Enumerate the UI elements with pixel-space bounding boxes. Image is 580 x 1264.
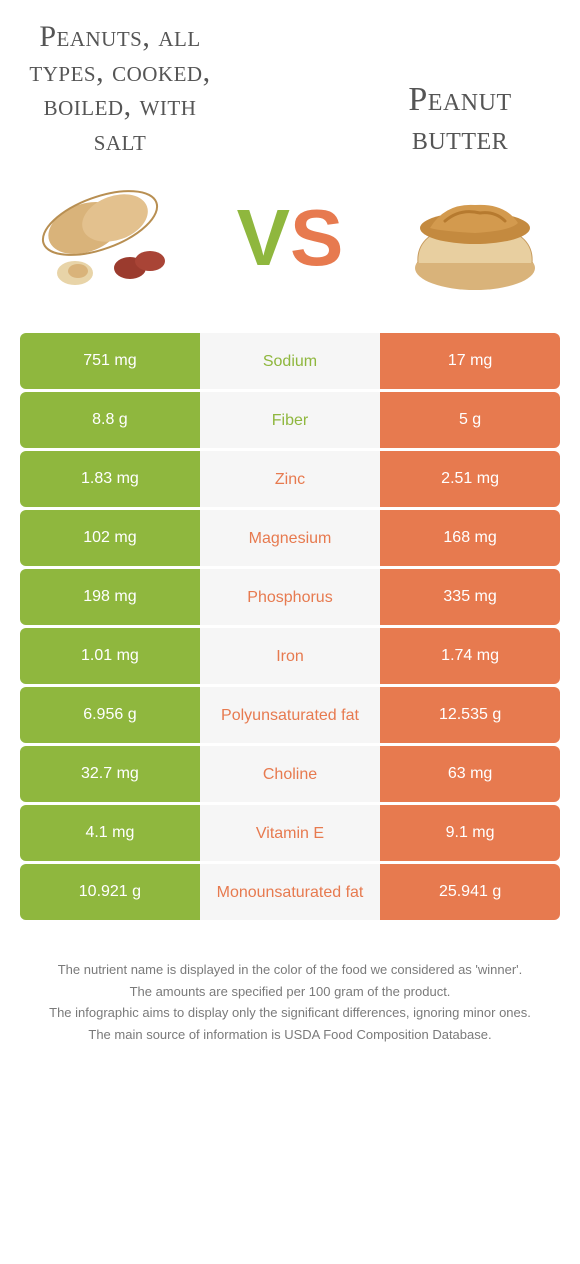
value-right: 12.535 g — [380, 687, 560, 743]
table-row: 102 mgMagnesium168 mg — [20, 510, 560, 566]
footer-notes: The nutrient name is displayed in the co… — [20, 960, 560, 1076]
value-right: 25.941 g — [380, 864, 560, 920]
nutrient-label: Fiber — [200, 392, 380, 448]
vs-label: VS — [237, 198, 344, 278]
title-left: Peanuts, all types, cooked, boiled, with… — [20, 20, 220, 158]
value-right: 63 mg — [380, 746, 560, 802]
title-row: Peanuts, all types, cooked, boiled, with… — [20, 20, 560, 158]
nutrient-label: Iron — [200, 628, 380, 684]
value-left: 198 mg — [20, 569, 200, 625]
value-left: 1.01 mg — [20, 628, 200, 684]
value-right: 2.51 mg — [380, 451, 560, 507]
nutrient-label: Polyunsaturated fat — [200, 687, 380, 743]
table-row: 32.7 mgCholine63 mg — [20, 746, 560, 802]
value-left: 751 mg — [20, 333, 200, 389]
table-row: 198 mgPhosphorus335 mg — [20, 569, 560, 625]
nutrient-label: Phosphorus — [200, 569, 380, 625]
peanut-butter-image — [400, 173, 550, 303]
vs-s: S — [290, 193, 343, 282]
image-row: VS — [20, 173, 560, 303]
table-row: 6.956 gPolyunsaturated fat12.535 g — [20, 687, 560, 743]
value-left: 102 mg — [20, 510, 200, 566]
value-left: 10.921 g — [20, 864, 200, 920]
nutrient-label: Choline — [200, 746, 380, 802]
nutrient-table: 751 mgSodium17 mg8.8 gFiber5 g1.83 mgZin… — [20, 333, 560, 920]
value-left: 32.7 mg — [20, 746, 200, 802]
value-left: 8.8 g — [20, 392, 200, 448]
footer-line: The main source of information is USDA F… — [30, 1025, 550, 1045]
value-right: 1.74 mg — [380, 628, 560, 684]
nutrient-label: Zinc — [200, 451, 380, 507]
value-left: 1.83 mg — [20, 451, 200, 507]
footer-line: The nutrient name is displayed in the co… — [30, 960, 550, 980]
table-row: 8.8 gFiber5 g — [20, 392, 560, 448]
value-right: 17 mg — [380, 333, 560, 389]
nutrient-label: Vitamin E — [200, 805, 380, 861]
nutrient-label: Monounsaturated fat — [200, 864, 380, 920]
table-row: 751 mgSodium17 mg — [20, 333, 560, 389]
value-left: 4.1 mg — [20, 805, 200, 861]
footer-line: The amounts are specified per 100 gram o… — [30, 982, 550, 1002]
value-right: 5 g — [380, 392, 560, 448]
nutrient-label: Sodium — [200, 333, 380, 389]
value-left: 6.956 g — [20, 687, 200, 743]
table-row: 4.1 mgVitamin E9.1 mg — [20, 805, 560, 861]
table-row: 10.921 gMonounsaturated fat25.941 g — [20, 864, 560, 920]
nutrient-label: Magnesium — [200, 510, 380, 566]
vs-v: V — [237, 193, 290, 282]
peanuts-image — [30, 173, 180, 303]
table-row: 1.01 mgIron1.74 mg — [20, 628, 560, 684]
value-right: 9.1 mg — [380, 805, 560, 861]
title-right: Peanut butter — [360, 80, 560, 158]
footer-line: The infographic aims to display only the… — [30, 1003, 550, 1023]
table-row: 1.83 mgZinc2.51 mg — [20, 451, 560, 507]
value-right: 335 mg — [380, 569, 560, 625]
infographic-container: Peanuts, all types, cooked, boiled, with… — [0, 0, 580, 1076]
value-right: 168 mg — [380, 510, 560, 566]
